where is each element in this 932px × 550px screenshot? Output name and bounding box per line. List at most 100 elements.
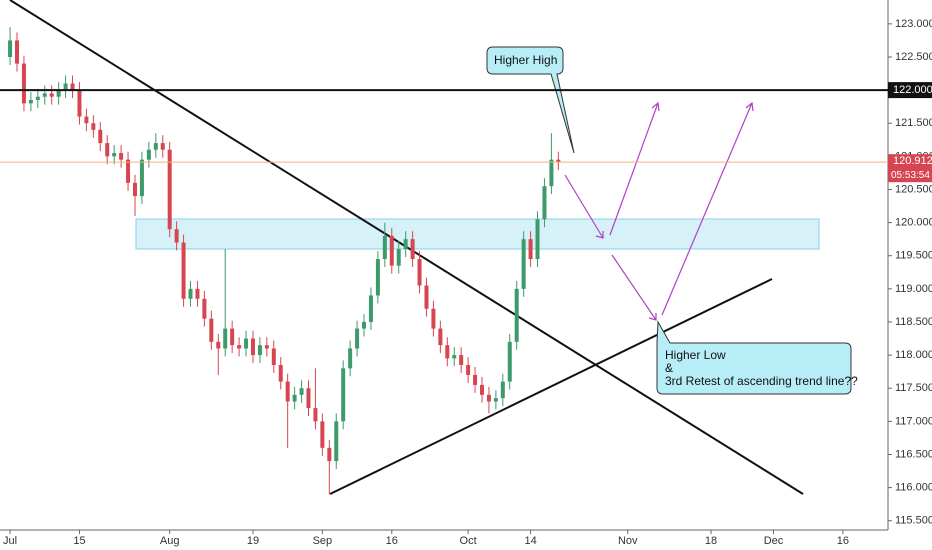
candle-body	[445, 345, 450, 359]
y-tick-label: 119.500	[895, 250, 932, 262]
candle-body	[313, 408, 318, 422]
annotation: Higher Low	[665, 348, 726, 362]
candle-body	[438, 328, 443, 346]
y-tick-label: 119.000	[895, 283, 932, 295]
candle-body	[49, 93, 54, 97]
candle-body	[216, 341, 221, 349]
candle-body	[126, 159, 131, 183]
arrows	[564, 101, 754, 321]
x-tick-label: Oct	[460, 535, 477, 547]
candle-body	[15, 40, 20, 64]
candle-body	[278, 365, 283, 382]
candle-body	[181, 242, 186, 299]
candle-body	[160, 143, 165, 150]
x-tick-label: 18	[705, 535, 717, 547]
y-tick-label: 115.500	[895, 515, 932, 527]
candle-body	[244, 338, 249, 349]
y-tick-label: 118.000	[895, 349, 932, 361]
candle-body	[202, 298, 207, 319]
y-tick-label: 117.000	[895, 415, 932, 427]
drawings: Higher High Higher Low & 3rd Retest of a…	[9, 0, 858, 495]
candle-body	[84, 116, 89, 124]
candle-body	[56, 90, 61, 97]
last-price-label: 120.912	[893, 155, 932, 167]
candle-body	[223, 328, 228, 349]
candle-body	[507, 341, 512, 382]
candle-body	[382, 235, 387, 260]
y-tick-label: 120.000	[895, 217, 932, 229]
candle-body	[306, 388, 311, 409]
candle-body	[250, 338, 255, 356]
candle-body	[188, 288, 193, 299]
candle-body	[355, 328, 360, 349]
y-tick-label: 118.500	[895, 316, 932, 328]
price-label: 122.000	[893, 84, 932, 96]
ascending-trendline	[329, 278, 773, 495]
candle-body	[368, 295, 373, 322]
candle-body	[424, 285, 429, 309]
candle-body	[98, 129, 103, 144]
candle-body	[528, 239, 533, 260]
candle-body	[35, 96, 40, 101]
candle-body	[375, 259, 380, 296]
candle-body	[348, 348, 353, 369]
candle-body	[209, 318, 214, 342]
candle-body	[119, 153, 124, 160]
y-tick-label: 122.500	[895, 51, 932, 63]
candle-body	[112, 153, 117, 157]
candle-body	[320, 421, 325, 448]
candle-body	[70, 83, 75, 91]
zone-rect	[135, 218, 820, 250]
y-tick-label: 120.500	[895, 183, 932, 195]
candle-body	[237, 345, 242, 349]
annotation: &	[665, 361, 673, 375]
candle-body	[153, 143, 158, 150]
candle-body	[139, 159, 144, 197]
annotation: 3rd Retest of ascending trend line??	[665, 374, 858, 388]
candle-body	[105, 143, 110, 157]
candle-body	[257, 345, 262, 356]
candle-body	[486, 394, 491, 402]
candle-body	[473, 374, 478, 385]
candle-body	[452, 355, 457, 359]
candle-body	[28, 100, 33, 104]
x-tick-label: Dec	[764, 535, 784, 547]
candle-body	[514, 288, 519, 342]
countdown: 05:53:54	[891, 170, 930, 181]
candle-body	[299, 388, 304, 395]
candle-body	[479, 384, 484, 395]
candle-body	[132, 182, 137, 197]
candle-body	[8, 40, 13, 57]
y-tick-label: 123.000	[895, 18, 932, 30]
candle-body	[521, 239, 526, 289]
candle-body	[535, 219, 540, 260]
candle-body	[264, 345, 269, 349]
candle-body	[341, 368, 346, 422]
x-tick-label: 16	[386, 535, 398, 547]
candle-body	[542, 186, 547, 220]
y-tick-label: 116.500	[895, 448, 932, 460]
candle-body	[174, 229, 179, 243]
last-price-bg	[888, 154, 932, 183]
candle-body	[362, 321, 367, 329]
x-tick-label: Jul	[3, 535, 17, 547]
candle-body	[42, 93, 47, 97]
candle-body	[292, 394, 297, 402]
x-tick-label: 14	[524, 535, 536, 547]
x-tick-label: 19	[247, 535, 259, 547]
x-tick-label: 15	[73, 535, 85, 547]
annotation: Higher High	[494, 53, 557, 67]
candle-body	[91, 123, 96, 130]
callout-higher-low	[656, 320, 852, 395]
candle-body	[21, 63, 26, 104]
candle-body	[327, 447, 332, 462]
y-tick-label: 121.500	[895, 117, 932, 129]
candle-body	[271, 348, 276, 366]
x-tick-label: Sep	[313, 535, 333, 547]
candle-body	[403, 239, 408, 250]
candle-body	[230, 328, 235, 346]
y-tick-label: 116.000	[895, 482, 932, 494]
x-tick-label: Nov	[618, 535, 638, 547]
candle-body	[285, 381, 290, 402]
candle-body	[389, 235, 394, 266]
